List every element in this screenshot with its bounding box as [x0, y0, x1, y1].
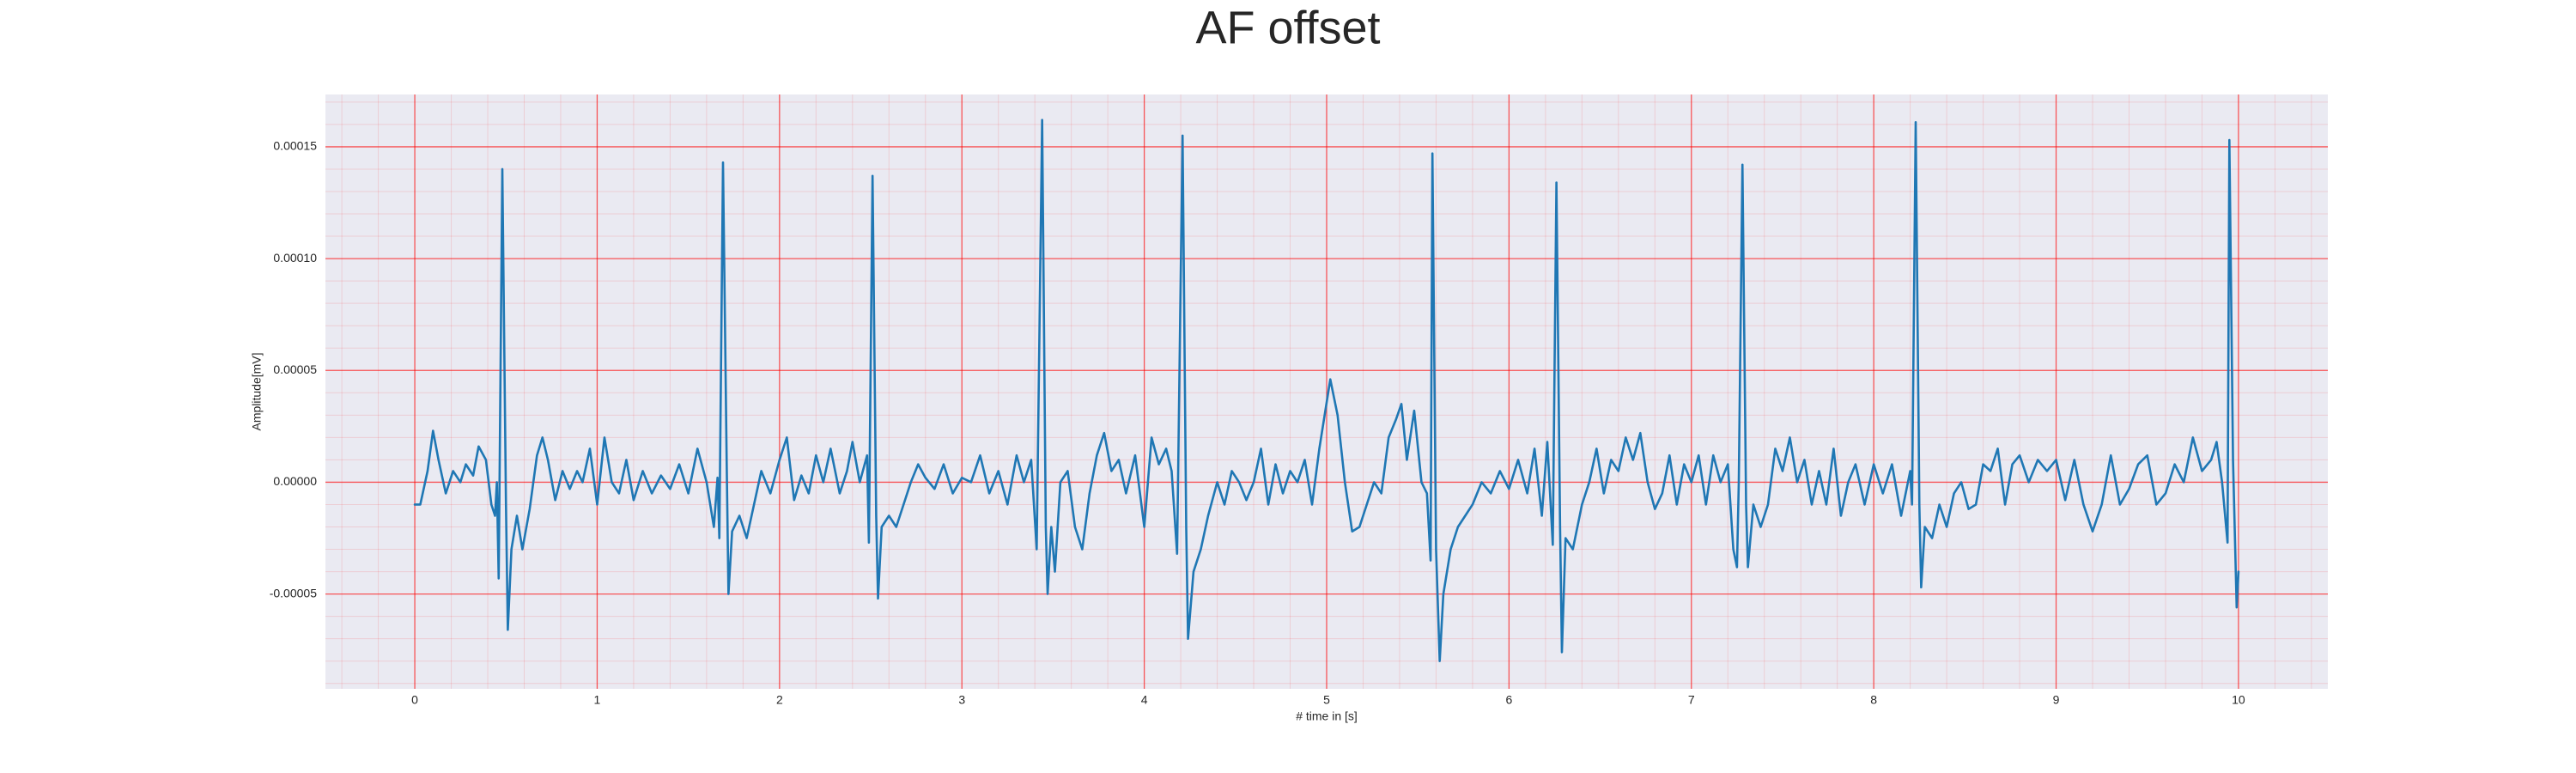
grid	[325, 94, 2328, 689]
x-tick-label: 0	[411, 693, 418, 707]
y-tick-label: 0.00015	[273, 139, 317, 153]
chart-title: AF offset	[1195, 2, 1380, 53]
labels: 0 1 2 3 4 5 6 7 8 9 10 -0.00005 0.00000 0.00005 0.0001…	[270, 139, 2245, 707]
x-tick-label: 10	[2232, 693, 2245, 707]
x-tick-label: 5	[1323, 693, 1330, 707]
x-tick-label: 7	[1688, 693, 1695, 707]
x-tick-label: 2	[776, 693, 783, 707]
x-tick-label: 8	[1870, 693, 1877, 707]
y-tick-label: -0.00005	[270, 586, 317, 600]
signal-line	[413, 119, 2240, 663]
x-tick-label: 3	[958, 693, 965, 707]
x-tick-label: 4	[1141, 693, 1148, 707]
x-tick-label: 1	[594, 693, 601, 707]
y-tick-label: 0.00000	[273, 474, 317, 488]
x-tick-label: 9	[2053, 693, 2060, 707]
y-axis-label: Amplitude[mV]	[250, 352, 264, 430]
x-tick-label: 6	[1505, 693, 1512, 707]
y-tick-label: 0.00005	[273, 362, 317, 376]
x-axis-label: # time in [s]	[1296, 709, 1358, 723]
y-tick-label: 0.00010	[273, 251, 317, 265]
lines	[413, 119, 2240, 663]
